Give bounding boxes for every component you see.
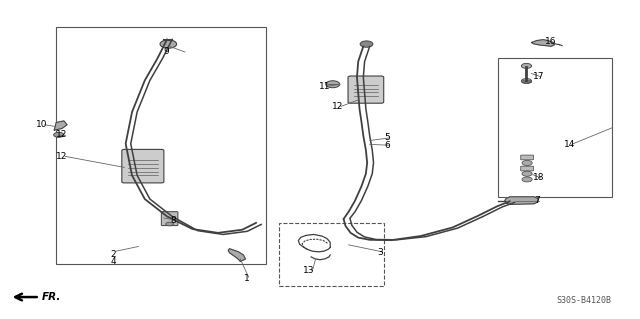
Polygon shape [532,40,554,46]
Circle shape [326,81,340,88]
Text: 17: 17 [533,72,544,81]
Circle shape [522,160,532,166]
Circle shape [522,171,532,176]
Text: 18: 18 [533,173,544,182]
Text: 5: 5 [384,133,390,143]
Circle shape [54,132,64,137]
Text: 12: 12 [56,130,68,139]
Text: 12: 12 [332,102,344,111]
Circle shape [160,40,177,48]
Text: 9: 9 [163,48,169,56]
Polygon shape [54,121,67,130]
Text: 4: 4 [110,257,116,266]
Text: FR.: FR. [42,292,61,302]
Text: 10: 10 [36,120,47,129]
FancyBboxPatch shape [348,76,384,103]
Text: S30S-B4120B: S30S-B4120B [556,296,611,305]
Text: 16: 16 [545,37,556,46]
Polygon shape [228,249,246,261]
Circle shape [522,177,532,182]
Polygon shape [505,197,538,204]
Text: 7: 7 [534,196,540,205]
FancyBboxPatch shape [521,155,534,160]
Text: 3: 3 [378,248,383,257]
Text: 2: 2 [110,250,116,259]
Circle shape [360,41,373,47]
Text: 1: 1 [244,274,250,283]
Text: 11: 11 [319,82,331,91]
Text: 6: 6 [384,141,390,150]
Text: 12: 12 [56,152,68,161]
Text: 8: 8 [171,216,176,225]
Circle shape [166,222,173,226]
Circle shape [522,78,532,84]
Text: 13: 13 [303,266,315,275]
FancyBboxPatch shape [161,212,178,226]
FancyBboxPatch shape [521,166,534,171]
Text: 14: 14 [564,140,575,149]
FancyBboxPatch shape [122,149,164,183]
Circle shape [522,63,532,69]
